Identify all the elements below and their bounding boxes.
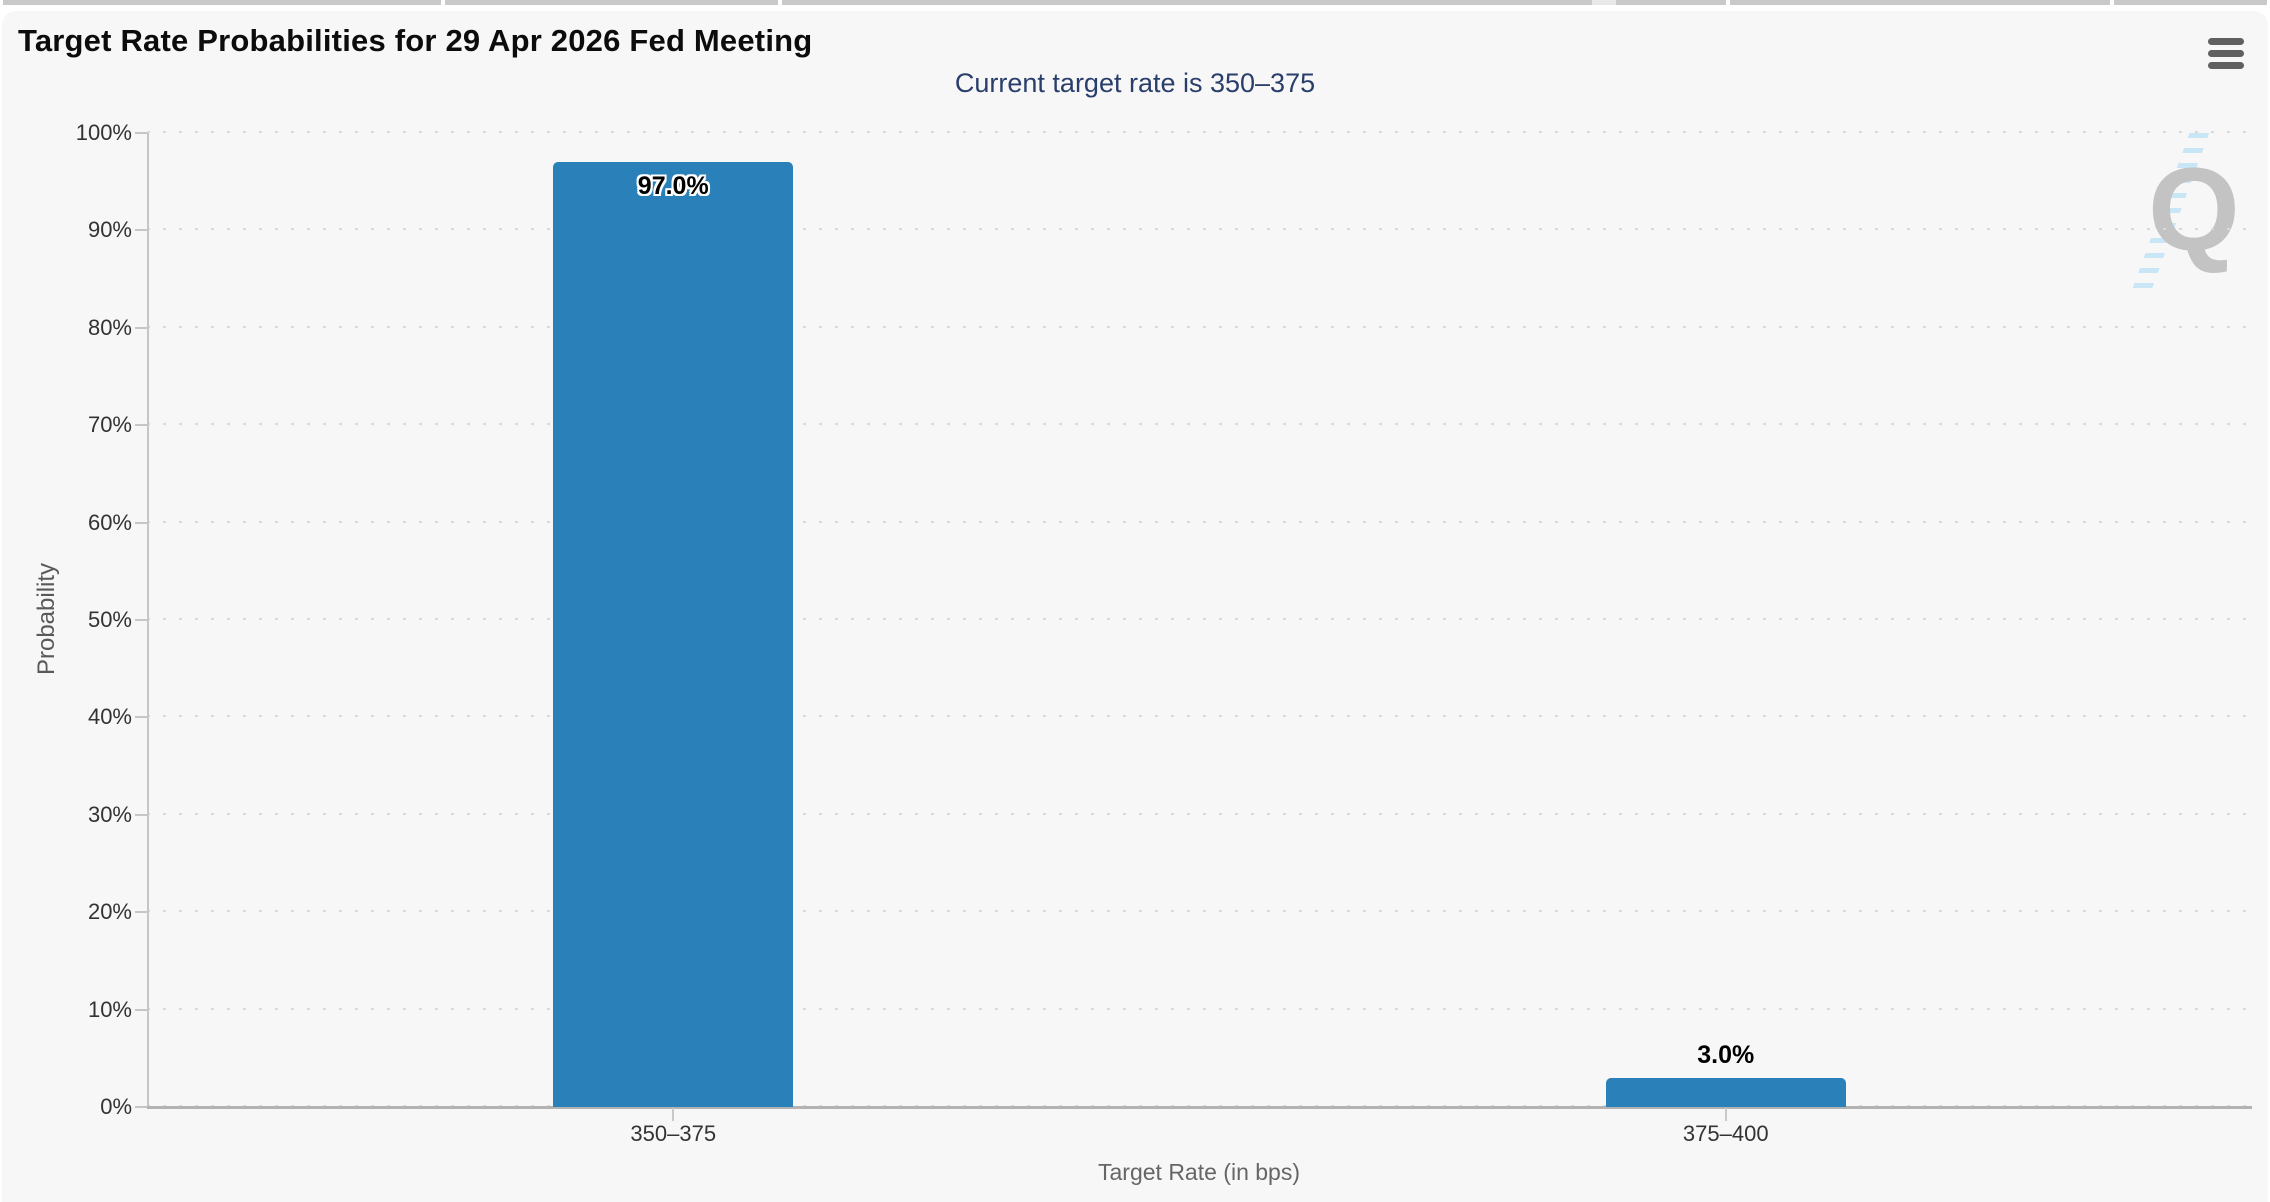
gridline-40% — [147, 715, 2252, 717]
chart-subtitle: Current target rate is 350–375 — [2, 68, 2268, 99]
bar-350–375[interactable] — [553, 162, 793, 1107]
quikstrike-logo: Q — [2100, 133, 2240, 293]
y-tick — [135, 1106, 147, 1108]
chart-panel: Target Rate Probabilities for 29 Apr 202… — [2, 11, 2268, 1202]
bar-375–400[interactable] — [1606, 1078, 1846, 1107]
gridline-30% — [147, 813, 2252, 815]
x-axis-title: Target Rate (in bps) — [1098, 1159, 1300, 1186]
x-category-label: 350–375 — [630, 1121, 716, 1147]
y-tick — [135, 229, 147, 231]
y-tick — [135, 424, 147, 426]
tab-edge[interactable] — [782, 0, 1592, 5]
gridline-100% — [147, 131, 2252, 133]
gridline-60% — [147, 521, 2252, 523]
y-tick — [135, 327, 147, 329]
y-tick-label: 0% — [2, 1094, 132, 1120]
hamburger-bar — [2208, 38, 2244, 45]
gridline-80% — [147, 326, 2252, 328]
hamburger-bar — [2208, 50, 2244, 57]
y-tick-label: 10% — [2, 997, 132, 1023]
chart-title: Target Rate Probabilities for 29 Apr 202… — [18, 23, 812, 59]
bar-value-label: 97.0% — [638, 172, 709, 201]
hamburger-bar — [2208, 62, 2244, 69]
x-category-label: 375–400 — [1683, 1121, 1769, 1147]
y-tick-label: 60% — [2, 510, 132, 536]
y-tick-label: 70% — [2, 412, 132, 438]
y-tick-label: 30% — [2, 802, 132, 828]
y-tick — [135, 911, 147, 913]
x-tick — [672, 1108, 674, 1121]
tab-edge[interactable] — [2114, 0, 2267, 5]
hamburger-menu-icon[interactable] — [2204, 31, 2248, 75]
y-tick-label: 40% — [2, 704, 132, 730]
y-tick-label: 20% — [2, 899, 132, 925]
bar-value-label: 3.0% — [1697, 1041, 1754, 1070]
gridline-90% — [147, 228, 2252, 230]
gridline-50% — [147, 618, 2252, 620]
y-tick-label: 50% — [2, 607, 132, 633]
x-tick — [1725, 1108, 1727, 1121]
tab-edge[interactable] — [1592, 0, 1616, 5]
tab-edge[interactable] — [1730, 0, 2110, 5]
x-axis-line — [147, 1106, 2252, 1109]
y-tick — [135, 814, 147, 816]
y-tick-label: 90% — [2, 217, 132, 243]
y-tick — [135, 132, 147, 134]
tab-edge[interactable] — [1616, 0, 1726, 5]
gridline-70% — [147, 423, 2252, 425]
y-tick — [135, 619, 147, 621]
y-tick — [135, 716, 147, 718]
y-tick-label: 80% — [2, 315, 132, 341]
tab-edge[interactable] — [3, 0, 441, 5]
logo-stripes-icon — [2100, 133, 2240, 293]
logo-q-letter: Q — [2148, 151, 2240, 269]
gridline-20% — [147, 910, 2252, 912]
gridline-10% — [147, 1008, 2252, 1010]
tab-edge[interactable] — [445, 0, 778, 5]
y-axis-line — [147, 133, 149, 1107]
y-tick — [135, 522, 147, 524]
tab-strip — [0, 0, 2270, 6]
y-tick — [135, 1009, 147, 1011]
y-tick-label: 100% — [2, 120, 132, 146]
